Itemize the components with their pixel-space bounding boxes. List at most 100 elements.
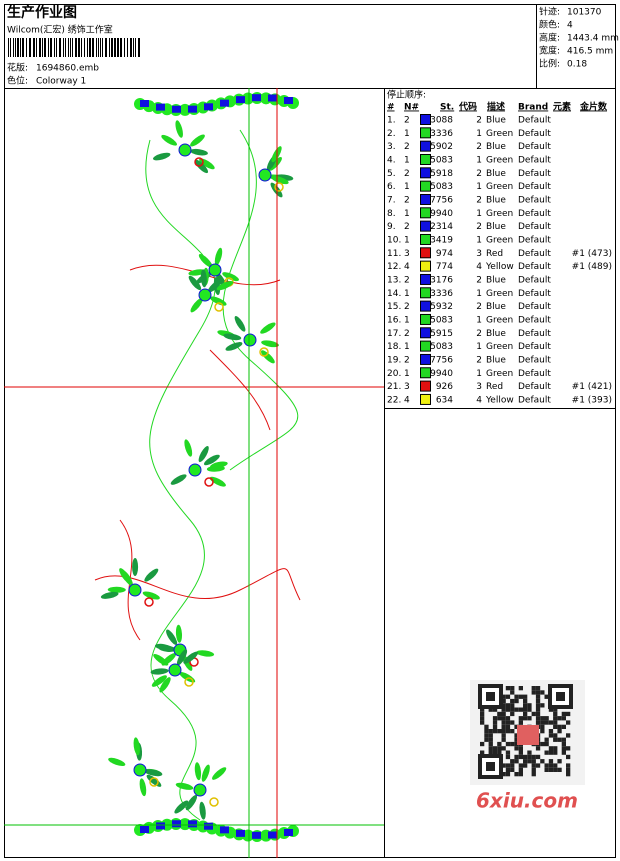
qr-module xyxy=(510,698,515,704)
qr-module xyxy=(544,694,549,699)
stop: 3 xyxy=(476,249,482,259)
qr-module xyxy=(501,763,506,768)
brand: Default xyxy=(518,249,551,259)
design-label: 花版: xyxy=(7,62,28,74)
description: Green xyxy=(486,155,513,165)
stat-value: 1443.4 mm xyxy=(567,34,619,44)
needle: 2 xyxy=(404,195,410,205)
qr-module xyxy=(518,767,523,772)
qr-module xyxy=(514,694,519,699)
needle: 2 xyxy=(404,116,410,126)
qr-module xyxy=(510,729,515,734)
qr-module xyxy=(497,746,502,751)
swatch xyxy=(420,220,431,232)
qr-module xyxy=(518,754,523,760)
bar xyxy=(59,38,61,57)
qr-module xyxy=(527,716,532,721)
leaf xyxy=(175,624,183,643)
qr-module xyxy=(553,767,558,772)
qr-module xyxy=(514,737,519,742)
leaf xyxy=(183,651,199,664)
barcode xyxy=(8,38,140,57)
qr-module xyxy=(531,763,536,768)
brand: Default xyxy=(518,182,551,192)
qr-module xyxy=(566,720,571,725)
stop: 2 xyxy=(476,329,482,339)
qr-module xyxy=(527,703,532,708)
needle: 3 xyxy=(404,249,410,259)
code: 2314 xyxy=(430,222,453,232)
qr-module xyxy=(557,729,562,734)
code: 5915 xyxy=(430,329,453,339)
qr-module xyxy=(535,690,541,695)
needle: 1 xyxy=(404,315,410,325)
qr-module xyxy=(505,772,511,777)
blue-stitch xyxy=(140,100,149,107)
flower xyxy=(168,663,182,677)
bar xyxy=(78,38,80,57)
qr-module xyxy=(553,737,558,742)
brand: Default xyxy=(518,169,551,179)
column-header: N# xyxy=(404,103,419,113)
stop: 2 xyxy=(476,169,482,179)
brand: Default xyxy=(518,329,551,339)
qr-module xyxy=(488,733,493,738)
stop: 2 xyxy=(476,116,482,126)
blue-stitch xyxy=(172,105,181,113)
bar xyxy=(127,38,128,57)
qr-module xyxy=(540,690,545,695)
colorway: Colorway 1 xyxy=(36,77,86,87)
qr-module xyxy=(540,716,545,721)
leaf xyxy=(209,476,226,487)
bar xyxy=(70,38,71,57)
qr-module xyxy=(501,703,506,708)
qr-module xyxy=(514,746,519,751)
qr-module xyxy=(523,754,528,760)
needle: 1 xyxy=(404,209,410,219)
blue-stitch xyxy=(268,94,277,102)
qr-module xyxy=(505,754,511,760)
brand: Default xyxy=(518,275,551,285)
qr-module xyxy=(548,729,554,734)
qr-module xyxy=(531,759,536,764)
blue-stitch xyxy=(284,828,293,836)
qr-module xyxy=(561,711,566,717)
qr-module xyxy=(535,754,541,760)
qr-module xyxy=(505,686,511,691)
bar xyxy=(48,38,49,57)
leaf xyxy=(200,269,207,288)
leaf xyxy=(225,342,243,351)
leaf xyxy=(151,675,167,687)
flower xyxy=(243,333,257,347)
bar xyxy=(117,38,119,57)
leaf xyxy=(223,333,242,341)
qr-module xyxy=(480,716,485,721)
stop: 1 xyxy=(476,369,482,379)
stop: 1 xyxy=(476,182,482,192)
swatch xyxy=(420,313,431,325)
qr-module xyxy=(566,767,571,772)
leaf xyxy=(159,677,171,693)
brand: Default xyxy=(518,116,551,126)
bar xyxy=(26,38,27,57)
blue-stitch xyxy=(252,94,261,102)
stat-label: 针迹: xyxy=(539,6,560,18)
qr-module xyxy=(531,772,536,777)
qr-module xyxy=(540,703,545,708)
swatch xyxy=(420,207,431,219)
stop: 1 xyxy=(476,209,482,219)
qr-module xyxy=(510,711,515,717)
qr-module xyxy=(540,724,545,729)
qr-module xyxy=(531,690,536,695)
row-number: 2. xyxy=(387,129,396,139)
swatch xyxy=(420,300,431,312)
stop: 1 xyxy=(476,235,482,245)
qr-module xyxy=(480,720,485,725)
leaf xyxy=(108,757,126,767)
leaf xyxy=(107,586,126,593)
bar xyxy=(124,38,125,57)
qr-module xyxy=(505,720,511,725)
blue-stitch xyxy=(220,99,229,107)
stat-value: 416.5 mm xyxy=(567,47,613,57)
bar xyxy=(44,38,46,57)
